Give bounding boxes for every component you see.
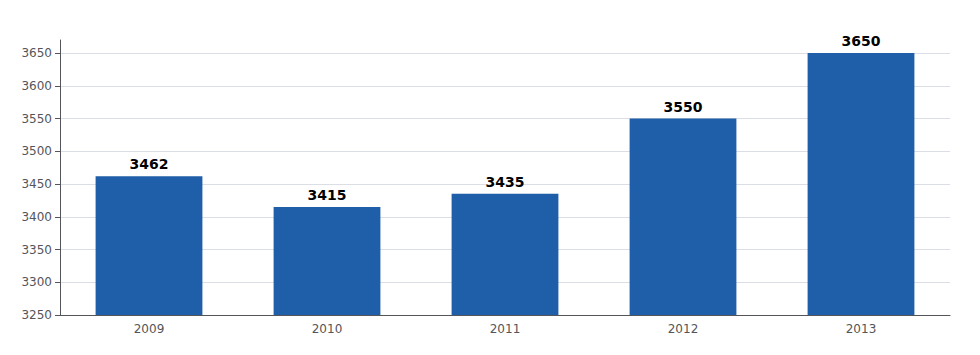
svg-text:3435: 3435 (486, 174, 525, 190)
svg-text:3600: 3600 (21, 79, 52, 93)
svg-text:3415: 3415 (308, 187, 347, 203)
svg-text:3500: 3500 (21, 144, 52, 158)
svg-text:3650: 3650 (842, 33, 881, 49)
svg-text:3400: 3400 (21, 210, 52, 224)
svg-text:3550: 3550 (664, 99, 703, 115)
svg-text:2013: 2013 (846, 322, 877, 336)
svg-text:3450: 3450 (21, 177, 52, 191)
svg-text:3350: 3350 (21, 243, 52, 257)
svg-text:2010: 2010 (312, 322, 343, 336)
svg-text:2011: 2011 (490, 322, 521, 336)
svg-text:3650: 3650 (21, 46, 52, 60)
svg-text:3300: 3300 (21, 275, 52, 289)
svg-text:3250: 3250 (21, 308, 52, 322)
svg-text:3550: 3550 (21, 112, 52, 126)
svg-text:3462: 3462 (130, 156, 169, 172)
svg-text:2012: 2012 (668, 322, 699, 336)
svg-text:2009: 2009 (134, 322, 165, 336)
